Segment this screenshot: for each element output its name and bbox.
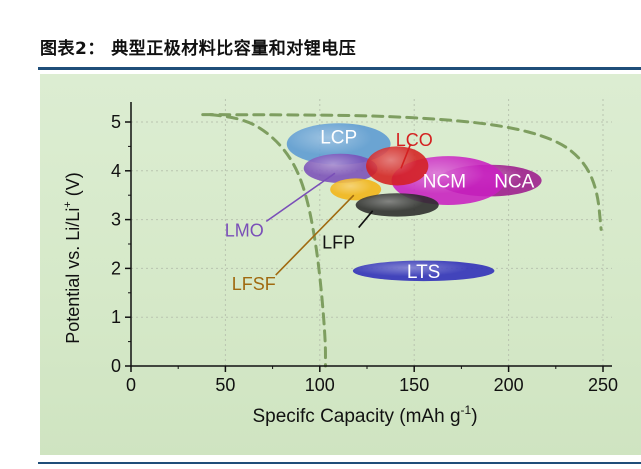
figure-header: 图表2： 典型正极材料比容量和对锂电压 [0, 0, 641, 72]
figure-title: 图表2： 典型正极材料比容量和对锂电压 [40, 39, 357, 59]
region-lfp [355, 193, 439, 217]
axis-label-layer: Specifc Capacity (mAh g-1) Potential vs.… [62, 172, 478, 427]
x-tick-label: 150 [399, 375, 429, 395]
y-tick-label: 3 [111, 210, 121, 230]
leader-lfp [358, 210, 374, 229]
y-axis-label: Potential vs. Li/Li+ (V) [62, 172, 83, 344]
leader-lfsf [275, 194, 355, 276]
region-layer: NCA NCM LCP LTS [286, 123, 542, 283]
y-tick-label: 5 [111, 112, 121, 132]
region-lmo [303, 153, 378, 183]
region-lco-shine [366, 146, 429, 186]
leader-lmo [265, 172, 336, 223]
annotation-lfsf: LFSF [232, 274, 276, 294]
y-tick-label: 2 [111, 258, 121, 278]
region-lco [366, 146, 429, 186]
y-tick-label: 4 [111, 161, 121, 181]
region-lmo-shine [303, 153, 378, 183]
x-tick-label: 250 [588, 375, 618, 395]
annotation-lmo: LMO [225, 220, 264, 240]
region-lfsf-shine [330, 178, 382, 201]
y-tick-label: 1 [111, 307, 121, 327]
axis-layer: 0 50 100 150 200 250 0 1 2 3 4 5 [111, 102, 618, 395]
region-label-lts: LTS [407, 262, 440, 283]
region-lts-shine [352, 260, 495, 282]
annotation-layer: LMO LFSF LFP LCO [225, 130, 433, 294]
y-tick-label: 0 [111, 356, 121, 376]
x-tick-label: 100 [305, 375, 335, 395]
x-axis-label: Specifc Capacity (mAh g-1) [252, 403, 477, 427]
x-tick-label: 50 [215, 375, 235, 395]
region-label-ncm: NCM [423, 172, 466, 193]
curve-layer [201, 113, 603, 368]
region-lfp-shine [355, 193, 439, 217]
leader-lco [400, 144, 411, 169]
title-rule [38, 67, 641, 70]
region-lcp [286, 123, 391, 165]
x-tick-label: 0 [126, 375, 136, 395]
region-label-lcp: LCP [320, 128, 357, 149]
outer-dashed-curve [201, 113, 603, 231]
annotation-lco: LCO [396, 130, 433, 150]
region-lcp-shine [286, 123, 391, 165]
annotation-lfp: LFP [322, 233, 355, 253]
bottom-rule [38, 462, 641, 464]
inner-dashed-curve [208, 113, 327, 368]
region-lts [352, 260, 495, 282]
region-lfsf [330, 178, 382, 201]
region-label-nca: NCA [494, 172, 534, 193]
x-tick-label: 200 [494, 375, 524, 395]
